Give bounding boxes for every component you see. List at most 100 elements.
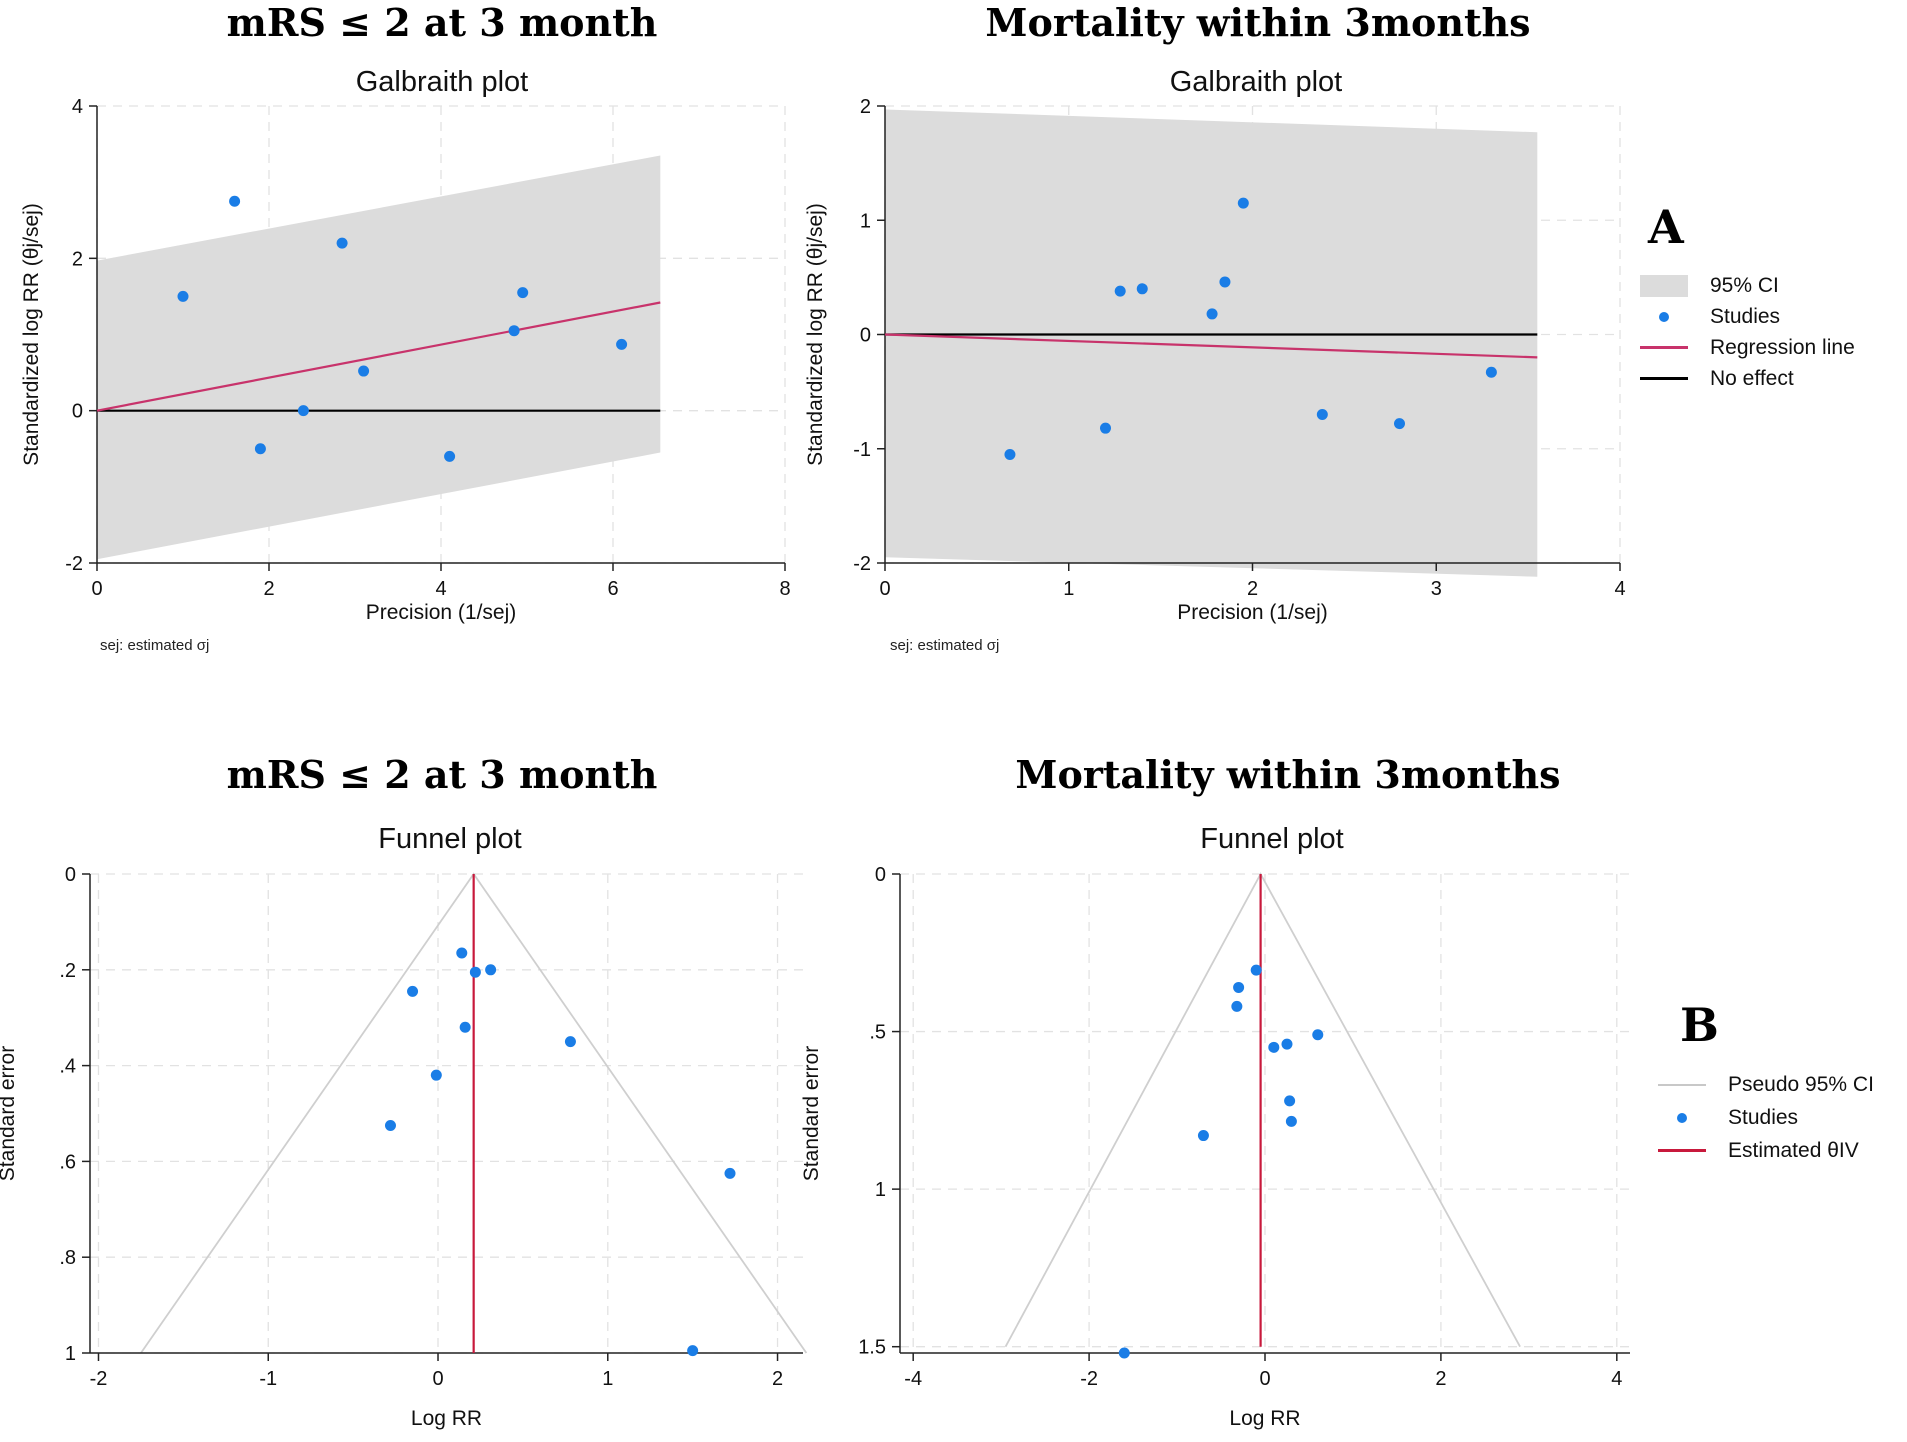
study-point-2 [469, 966, 481, 978]
legend-pseudo-ci-swatch [1658, 1083, 1706, 1086]
legend-item-pseudo-ci: Pseudo 95% CI [1658, 1068, 1874, 1101]
panel-letter-a: A [1648, 200, 1684, 254]
x-tick-label-8: 8 [779, 578, 790, 600]
legend-label-regression: Regression line [1710, 335, 1855, 359]
legend-label-pseudo-ci: Pseudo 95% CI [1728, 1072, 1874, 1096]
study-point-9 [724, 1167, 736, 1179]
study-point-7 [1237, 197, 1249, 209]
x-tick-label-2: 2 [772, 1368, 783, 1390]
regression-line [96, 301, 661, 412]
x-tick-label-0: 0 [879, 578, 890, 600]
regression-line [884, 333, 1538, 359]
pseudo-ci-funnel [1004, 872, 1521, 1348]
title-bottom-left: mRS ≤ 2 at 3 month [226, 752, 658, 797]
y-tick-label-2: -2 [65, 553, 83, 575]
study-point-10 [1118, 1347, 1130, 1359]
legend-item-no-effect: No effect [1640, 363, 1855, 394]
study-point-9 [517, 287, 529, 299]
panel-letter-b: B [1680, 998, 1719, 1052]
title-top-right: Mortality within 3months [985, 0, 1531, 45]
study-point-7 [444, 450, 456, 462]
ci-band [885, 109, 1538, 577]
study-point-8 [1316, 408, 1328, 420]
legend-item-regression: Regression line [1640, 332, 1855, 363]
y-tick-label-2: .2 [59, 960, 76, 982]
y-axis-label: Standard error [800, 1046, 823, 1181]
x-axis-label: Precision (1/sej) [366, 601, 517, 624]
x-tick-label-2: -2 [90, 1368, 108, 1390]
study-point-3 [1114, 285, 1126, 297]
y-tick-label-4: .4 [59, 1056, 76, 1078]
legend-ci-swatch [1640, 274, 1688, 297]
x-axis-label: Log RR [1229, 1407, 1300, 1430]
legend-galbraith: 95% CI Studies Regression line No effect [1640, 270, 1855, 394]
y-tick-label-1: 1 [860, 210, 871, 232]
x-tick-label-1: 1 [1063, 578, 1074, 600]
study-point-10 [1485, 366, 1497, 378]
x-tick-label-1: 1 [602, 1368, 613, 1390]
study-point-6 [1219, 276, 1231, 288]
y-tick-label-5: .5 [869, 1022, 886, 1044]
y-tick-label-0: 0 [65, 864, 76, 886]
study-point-5 [336, 237, 348, 249]
study-point-9 [1197, 1130, 1209, 1142]
legend-label-ci: 95% CI [1710, 273, 1779, 297]
study-point-3 [254, 443, 266, 455]
x-tick-label-4: 4 [435, 578, 446, 600]
legend-estimate-swatch [1658, 1149, 1706, 1152]
y-tick-label-0: 0 [875, 864, 886, 886]
x-tick-label-1: -1 [259, 1368, 277, 1390]
study-point-6 [564, 1036, 576, 1048]
legend-studies-marker [1659, 311, 1669, 322]
chart-title-funnel-mortality: Funnel plot [1200, 823, 1344, 855]
x-tick-label-2: -2 [1080, 1368, 1098, 1390]
legend-item-funnel-studies: Studies [1658, 1101, 1874, 1134]
legend-label-studies: Studies [1710, 304, 1781, 328]
study-point-8 [384, 1119, 396, 1131]
legend-item-studies: Studies [1640, 301, 1855, 332]
legend-label-estimate: Estimated θIV [1728, 1138, 1859, 1162]
y-tick-label-1-5: 1.5 [858, 1337, 886, 1359]
y-tick-label-1: 1 [875, 1179, 886, 1201]
x-tick-label-2: 2 [1247, 578, 1258, 600]
y-axis-label: Standardized log RR (θj/sej) [20, 203, 43, 466]
y-tick-label-1: 1 [65, 1343, 76, 1365]
y-tick-label-2: -2 [853, 553, 871, 575]
chart-title-galbraith-mrs: Galbraith plot [355, 66, 529, 98]
legend-regression-swatch [1640, 346, 1688, 349]
y-tick-label-0: 0 [860, 325, 871, 347]
chart-title-funnel-mrs: Funnel plot [378, 823, 522, 855]
legend-label-no-effect: No effect [1710, 366, 1794, 390]
legend-funnel: Pseudo 95% CI Studies Estimated θIV [1658, 1068, 1874, 1167]
x-tick-label-2: 2 [1435, 1368, 1446, 1390]
study-point-4 [1312, 1029, 1324, 1041]
x-tick-label-4: 4 [1611, 1368, 1622, 1390]
x-tick-label-4: -4 [904, 1368, 922, 1390]
study-point-5 [1206, 308, 1218, 320]
x-tick-label-0: 0 [432, 1368, 443, 1390]
x-tick-label-3: 3 [1431, 578, 1442, 600]
title-bottom-right: Mortality within 3months [1015, 752, 1561, 797]
legend-no-effect-swatch [1640, 377, 1688, 380]
study-point-1 [1250, 964, 1262, 976]
y-axis-label: Standardized log RR (θj/sej) [804, 203, 827, 466]
y-tick-label-1: -1 [853, 439, 871, 461]
study-point-1 [456, 947, 468, 959]
y-tick-label-4: 4 [72, 96, 83, 118]
title-top-left: mRS ≤ 2 at 3 month [226, 0, 658, 45]
axis-note: sej: estimated σj [890, 637, 999, 654]
x-axis-label: Log RR [411, 1407, 482, 1430]
study-point-7 [430, 1069, 442, 1081]
study-point-10 [687, 1345, 699, 1357]
legend-item-ci: 95% CI [1640, 270, 1855, 301]
x-tick-label-2: 2 [263, 578, 274, 600]
x-tick-label-6: 6 [607, 578, 618, 600]
y-tick-label-2: 2 [860, 96, 871, 118]
axis-note: sej: estimated σj [100, 637, 209, 654]
study-point-2 [1100, 422, 1111, 434]
study-point-8 [1285, 1115, 1297, 1127]
study-point-9 [1394, 418, 1405, 430]
study-point-3 [1231, 1000, 1243, 1012]
